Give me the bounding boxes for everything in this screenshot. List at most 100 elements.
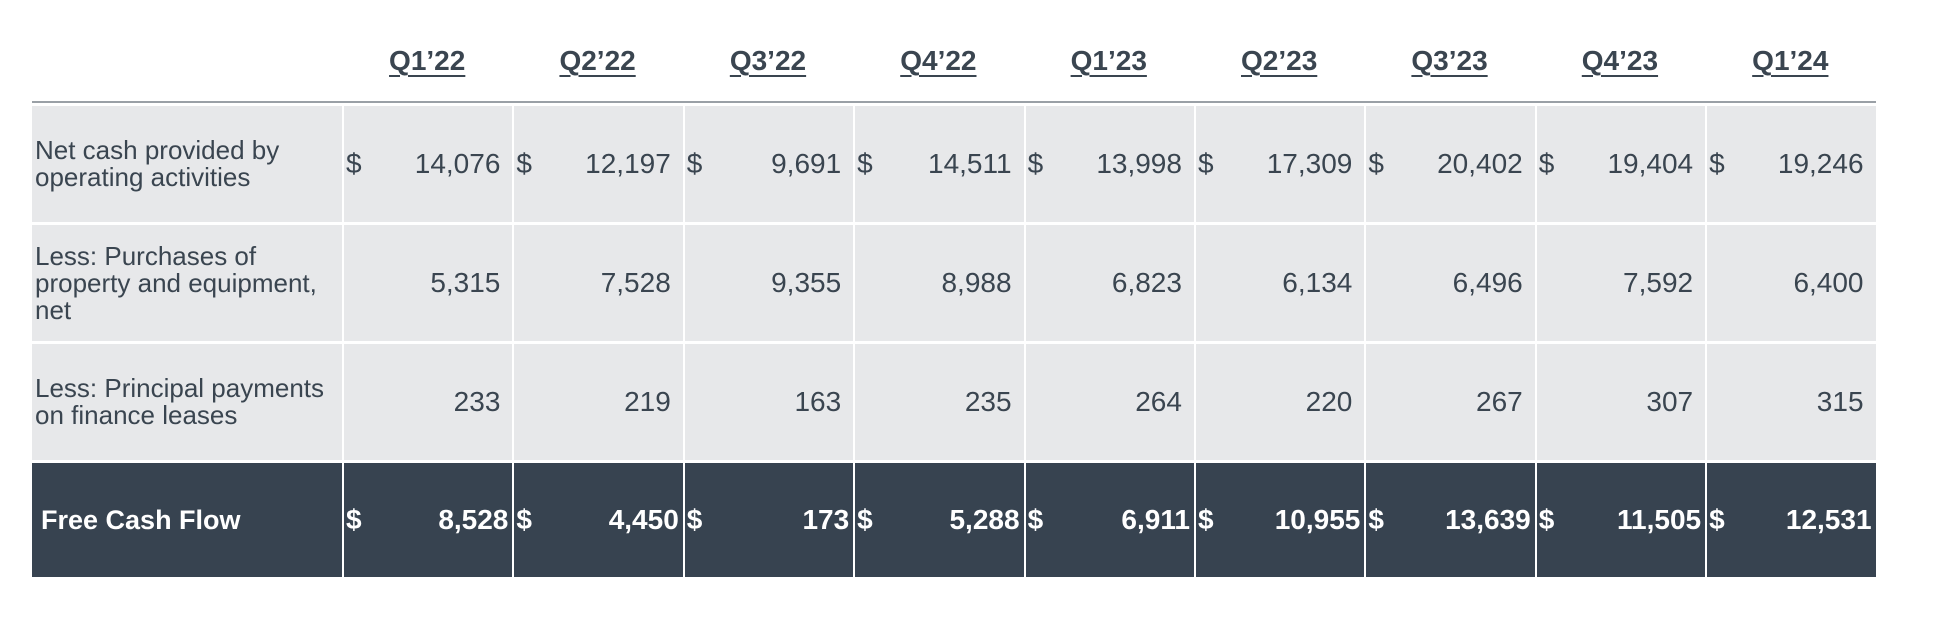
- value-cell: 6,134: [1195, 225, 1365, 341]
- value-cell: 7,528: [514, 225, 683, 341]
- cell-value: 6,400: [1793, 267, 1864, 298]
- currency-symbol: $: [1027, 504, 1044, 535]
- currency-symbol: $: [1197, 148, 1214, 179]
- value-cell: 267: [1366, 344, 1535, 460]
- cell-value: 6,134: [1282, 267, 1353, 298]
- total-value-cell: $11,505: [1536, 463, 1706, 577]
- cell-value: 163: [794, 386, 842, 417]
- header-q1-23: Q1’23: [1070, 45, 1147, 76]
- value-cell: $19,404: [1536, 106, 1706, 222]
- value-cell: 7,592: [1536, 225, 1706, 341]
- cell-value: 14,076: [414, 148, 501, 179]
- value-cell: 5,315: [344, 225, 513, 341]
- currency-symbol: $: [1197, 504, 1214, 535]
- total-value: 11,505: [1617, 504, 1702, 535]
- table-row-free-cash-flow: Free Cash Flow $8,528 $4,450 $173 $5,288…: [32, 463, 1876, 577]
- cell-value: 9,355: [771, 267, 842, 298]
- cell-value: 13,998: [1096, 148, 1182, 179]
- value-cell: 233: [344, 344, 513, 460]
- header-q3-23: Q3’23: [1411, 45, 1488, 76]
- value-cell: 6,400: [1707, 225, 1876, 341]
- currency-symbol: $: [1368, 148, 1384, 179]
- total-value: 173: [802, 504, 850, 535]
- cell-value: 307: [1646, 386, 1694, 417]
- cell-value: 264: [1135, 386, 1182, 417]
- currency-symbol: $: [1709, 504, 1725, 535]
- currency-symbol: $: [516, 148, 532, 179]
- cell-value: 9,691: [771, 148, 842, 179]
- value-cell: $19,246: [1707, 106, 1876, 222]
- currency-symbol: $: [1027, 148, 1044, 179]
- cell-value: 233: [453, 386, 501, 417]
- total-value-cell: $173: [684, 463, 854, 577]
- header-row: Q1’22 Q2’22 Q3’22 Q4’22 Q1’23 Q2’23 Q3’2…: [32, 40, 1876, 103]
- cell-value: 219: [624, 386, 671, 417]
- currency-symbol: $: [516, 504, 532, 535]
- cell-value: 5,315: [430, 267, 501, 298]
- total-value: 4,450: [608, 504, 679, 535]
- total-label: Free Cash Flow: [32, 463, 342, 577]
- total-value-cell: $13,639: [1366, 463, 1535, 577]
- currency-symbol: $: [686, 148, 703, 179]
- currency-symbol: $: [346, 504, 362, 535]
- header-q4-22: Q4’22: [900, 45, 977, 76]
- total-value-cell: $6,911: [1025, 463, 1194, 577]
- row-label: Less: Purchases of property and equipmen…: [32, 225, 342, 341]
- total-value: 5,288: [949, 504, 1020, 535]
- value-cell: 8,988: [855, 225, 1024, 341]
- cell-value: 12,197: [585, 148, 671, 179]
- value-cell: 220: [1195, 344, 1365, 460]
- row-label: Net cash provided by operating activitie…: [32, 106, 342, 222]
- header-q1-22: Q1’22: [389, 45, 466, 76]
- value-cell: 9,355: [684, 225, 854, 341]
- cell-value: 315: [1816, 386, 1864, 417]
- total-value: 6,911: [1121, 504, 1190, 535]
- free-cash-flow-table: Q1’22 Q2’22 Q3’22 Q4’22 Q1’23 Q2’23 Q3’2…: [32, 40, 1876, 577]
- value-cell: 307: [1536, 344, 1706, 460]
- cell-value: 7,592: [1623, 267, 1694, 298]
- value-cell: 235: [855, 344, 1024, 460]
- cell-value: 220: [1305, 386, 1353, 417]
- currency-symbol: $: [1368, 504, 1384, 535]
- value-cell: 315: [1707, 344, 1876, 460]
- value-cell: $20,402: [1366, 106, 1535, 222]
- header-q3-22: Q3’22: [729, 45, 807, 76]
- cell-value: 7,528: [600, 267, 671, 298]
- cell-value: 17,309: [1266, 148, 1353, 179]
- table-row-capex: Less: Purchases of property and equipmen…: [32, 225, 1876, 341]
- value-cell: $13,998: [1025, 106, 1194, 222]
- total-value-cell: $4,450: [514, 463, 683, 577]
- cell-value: 19,404: [1607, 148, 1694, 179]
- currency-symbol: $: [857, 148, 873, 179]
- header-spacer: [32, 40, 342, 101]
- value-cell: $17,309: [1195, 106, 1365, 222]
- header-q4-23: Q4’23: [1581, 45, 1659, 76]
- value-cell: $14,076: [344, 106, 513, 222]
- cell-value: 267: [1476, 386, 1523, 417]
- currency-symbol: $: [1538, 148, 1555, 179]
- table-row-operating-cash: Net cash provided by operating activitie…: [32, 106, 1876, 222]
- total-value: 8,528: [438, 504, 509, 535]
- row-label: Less: Principal payments on finance leas…: [32, 344, 342, 460]
- value-cell: 163: [684, 344, 854, 460]
- header-q2-23: Q2’23: [1241, 45, 1318, 76]
- total-value-cell: $5,288: [855, 463, 1024, 577]
- table-row-finance-leases: Less: Principal payments on finance leas…: [32, 344, 1876, 460]
- currency-symbol: $: [1709, 148, 1725, 179]
- currency-symbol: $: [857, 504, 873, 535]
- total-value-cell: $10,955: [1195, 463, 1365, 577]
- total-value: 13,639: [1445, 504, 1531, 535]
- cell-value: 6,823: [1111, 267, 1182, 298]
- cell-value: 19,246: [1777, 148, 1864, 179]
- value-cell: 6,496: [1366, 225, 1535, 341]
- currency-symbol: $: [1538, 504, 1555, 535]
- total-value: 10,955: [1274, 504, 1361, 535]
- value-cell: $9,691: [684, 106, 854, 222]
- header-q2-22: Q2’22: [559, 45, 636, 76]
- total-value: 12,531: [1785, 504, 1872, 535]
- cell-value: 8,988: [941, 267, 1012, 298]
- cell-value: 235: [964, 386, 1012, 417]
- currency-symbol: $: [346, 148, 362, 179]
- header-q1-24: Q1’24: [1752, 45, 1829, 76]
- currency-symbol: $: [686, 504, 703, 535]
